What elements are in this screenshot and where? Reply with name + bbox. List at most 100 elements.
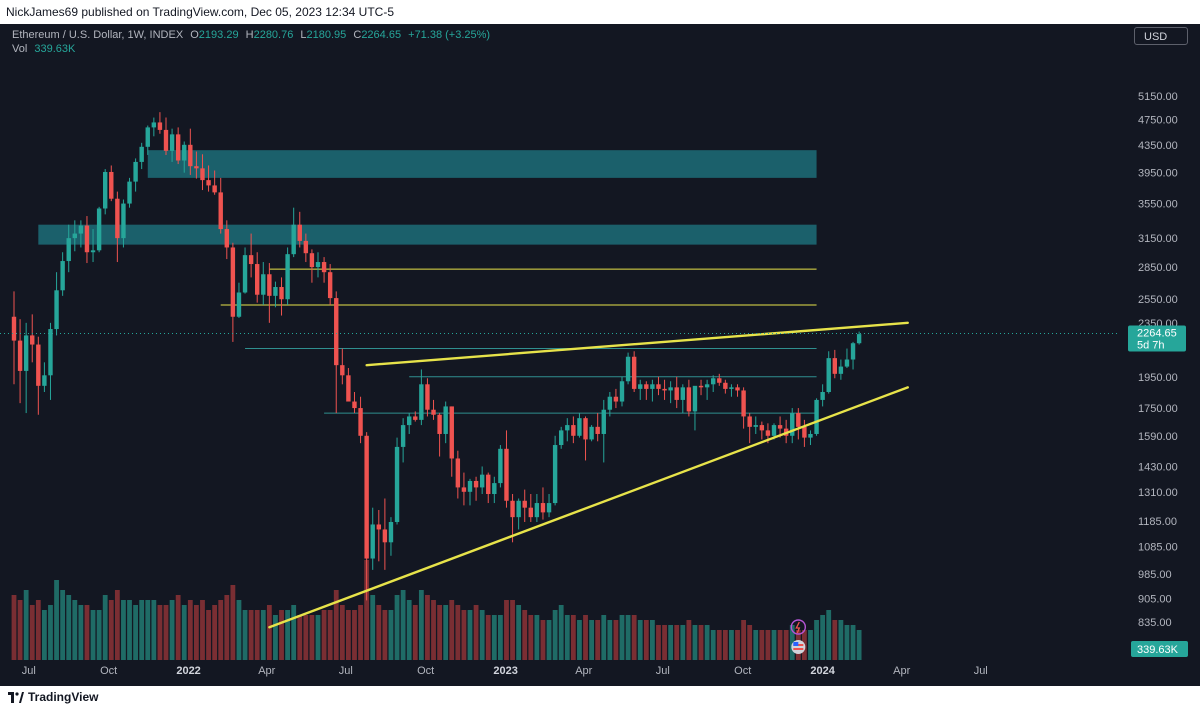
y-axis-tick-label: 1750.00 [1138,403,1178,415]
volume-bar [540,620,546,660]
candle-body [820,392,825,400]
volume-bar [279,610,284,660]
candle-body [236,292,242,317]
candle-body [103,171,108,209]
volume-bar [248,610,254,660]
candle-body [838,366,844,374]
currency-button[interactable]: USD [1134,27,1188,45]
candle-body [309,253,315,268]
low-value: 2180.95 [306,29,347,41]
candle-body [704,384,710,388]
chart-area[interactable] [0,24,1200,686]
candle-body [340,365,345,376]
candle-body [133,161,138,182]
candle-body [273,287,278,296]
volume-bar [759,630,765,660]
y-axis-tick-label: 1950.00 [1138,372,1178,384]
y-axis-tick-label: 1590.00 [1138,431,1178,443]
candle-body [321,262,327,273]
candle-body [552,445,558,504]
volume-bar [674,625,680,660]
volume-bar [625,615,631,660]
x-axis-tick-label: Oct [100,665,117,677]
volume-bar [735,630,740,660]
volume-bar [339,605,345,660]
volume-bar [838,620,844,660]
candle-body [467,480,473,492]
volume-bar [692,625,698,660]
volume-bar [394,595,400,660]
y-axis-tick-label: 1430.00 [1138,461,1178,473]
last-price-tag [1128,325,1186,352]
x-axis-tick-label: Apr [893,665,910,677]
volume-bar [218,600,224,660]
volume-bar [127,600,132,660]
candle-body [589,426,594,440]
candle-body [625,356,631,382]
volume-bar [400,590,406,660]
candle-body [48,329,53,376]
candle-body [400,425,406,447]
volume-bar [534,615,540,660]
volume-bar [662,625,667,660]
candle-body [194,166,199,169]
candle-body [346,375,351,402]
volume-bar [35,600,41,660]
candle-body [492,483,497,495]
dividend-event-icon[interactable] [790,619,807,635]
candle-body [601,409,606,434]
candle-body [394,446,400,523]
volume-bar [412,605,418,660]
candle-body [96,208,102,251]
resistance-zone [147,150,817,178]
volume-bar [285,610,290,660]
candle-body [461,487,467,492]
candle-body [370,524,375,559]
symbol-name[interactable]: Ethereum / U.S. Dollar, 1W, INDEX [12,29,184,41]
y-axis-tick-label: 2850.00 [1138,262,1178,274]
candle-body [498,448,503,484]
candle-body [279,287,284,300]
brand-name: TradingView [28,690,99,704]
candle-body [109,171,114,199]
candle-body [668,387,673,391]
volume-bar [23,590,29,660]
volume-bar [504,600,509,660]
volume-bar [443,605,449,660]
volume-bar [333,590,339,660]
volume-bar [558,605,564,660]
candle-body [674,387,679,400]
volume-bar [765,630,771,660]
trendline[interactable] [365,321,909,367]
volume-bar [121,600,126,660]
volume-bar [425,595,430,660]
volume-bar [187,600,193,660]
tradingview-logo[interactable]: TradingView [8,690,98,704]
candle-body [242,255,248,293]
candle-body [771,425,777,436]
candle-body [595,426,600,434]
volume-tag-label: 339.63K [1137,644,1179,656]
candle-body [607,396,613,410]
volume-bar [783,630,789,660]
volume-bar [595,620,601,660]
candle-body [84,225,90,253]
volume-label[interactable]: Vol [12,43,28,55]
candle-body [11,316,17,341]
candle-body [638,384,643,389]
candle-body [364,435,369,559]
x-axis-tick-label: Jul [22,665,36,677]
close-label: C [353,29,362,41]
candle-body [407,416,412,426]
volume-bar [139,600,145,660]
volume-bar [200,600,205,660]
volume-bar [297,615,303,660]
volume-bar [133,605,138,660]
candle-body [729,387,734,389]
candle-body [814,399,819,434]
volume-bar [194,605,199,660]
trendline[interactable] [268,386,909,629]
volume-bar [370,595,376,660]
volume-bar [789,625,795,660]
